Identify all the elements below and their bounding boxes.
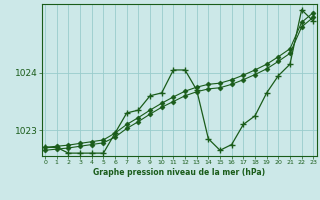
X-axis label: Graphe pression niveau de la mer (hPa): Graphe pression niveau de la mer (hPa) bbox=[93, 168, 265, 177]
